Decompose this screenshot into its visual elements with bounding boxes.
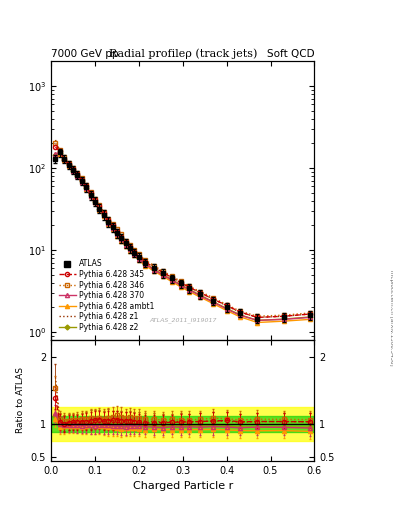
X-axis label: Charged Particle r: Charged Particle r <box>132 481 233 491</box>
Text: 7000 GeV pp: 7000 GeV pp <box>51 49 119 59</box>
Title: Radial profileρ (track jets): Radial profileρ (track jets) <box>108 49 257 59</box>
Y-axis label: Ratio to ATLAS: Ratio to ATLAS <box>16 367 25 433</box>
Text: ATLAS_2011_I919017: ATLAS_2011_I919017 <box>149 317 217 323</box>
Legend: ATLAS, Pythia 6.428 345, Pythia 6.428 346, Pythia 6.428 370, Pythia 6.428 ambt1,: ATLAS, Pythia 6.428 345, Pythia 6.428 34… <box>57 258 156 333</box>
Text: mcplots.cern.ch [arXiv:1306.3436]: mcplots.cern.ch [arXiv:1306.3436] <box>389 270 393 365</box>
Text: Soft QCD: Soft QCD <box>267 49 314 59</box>
